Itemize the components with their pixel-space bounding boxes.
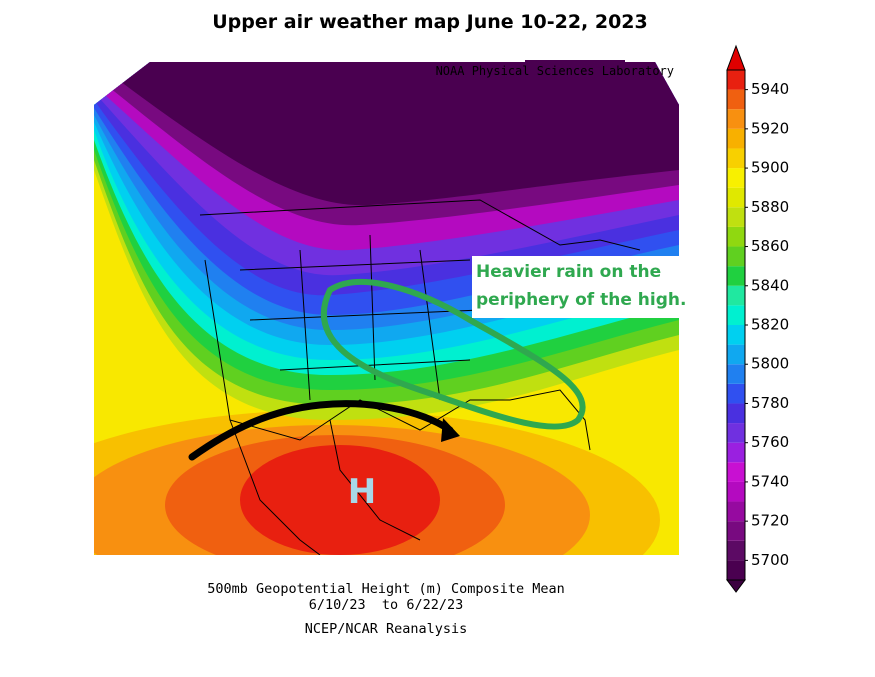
jet-stream-arrow	[188, 400, 454, 461]
colorbar-band	[727, 128, 745, 149]
colorbar-band	[727, 462, 745, 482]
colorbar-band	[727, 423, 745, 443]
source-label: NOAA Physical Sciences Laboratory	[436, 64, 674, 78]
footer-line: 6/10/23 to 6/22/23	[309, 597, 463, 613]
rain-outline	[320, 279, 586, 430]
colorbar-band	[727, 285, 745, 306]
colorbar-tick-label: 5720	[751, 512, 789, 530]
colorbar-band	[727, 481, 745, 502]
colorbar-band	[727, 109, 745, 129]
colorbar-band	[727, 501, 745, 522]
colorbar-band	[727, 187, 745, 208]
colorbar-tick-label: 5900	[751, 159, 789, 177]
colorbar-band	[727, 70, 745, 90]
title: Upper air weather map June 10-22, 2023	[212, 11, 648, 33]
annotation-line: periphery of the high.	[476, 290, 686, 310]
colorbar-band	[727, 403, 745, 424]
colorbar-band	[727, 560, 745, 580]
colorbar-band	[727, 207, 745, 227]
colorbar-tick-label: 5780	[751, 394, 789, 412]
colorbar-tick-label: 5820	[751, 316, 789, 334]
colorbar-tick-label: 5760	[751, 433, 789, 451]
colorbar-band	[727, 148, 745, 169]
colorbar-tick-label: 5920	[751, 119, 789, 137]
colorbar-band	[727, 89, 745, 110]
colorbar-band	[727, 246, 745, 267]
colorbar-tick-label: 5740	[751, 472, 789, 490]
colorbar-band	[727, 442, 745, 463]
footer-line: 500mb Geopotential Height (m) Composite …	[207, 581, 565, 597]
colorbar-band	[727, 540, 745, 561]
colorbar-tick-label: 5700	[751, 551, 789, 569]
colorbar-bottom-arrow	[726, 579, 746, 593]
colorbar-band	[727, 305, 745, 325]
colorbar-band	[727, 168, 745, 188]
footer-line: NCEP/NCAR Reanalysis	[305, 621, 468, 637]
colorbar-band	[727, 344, 745, 365]
height-field	[94, 62, 679, 555]
colorbar-tick-label: 5860	[751, 237, 789, 255]
high-label: H	[348, 472, 376, 512]
colorbar-band	[727, 383, 745, 404]
colorbar-tick-label: 5880	[751, 198, 789, 216]
colorbar-band	[727, 226, 745, 247]
arrow-head	[441, 418, 460, 442]
colorbar-band	[727, 521, 745, 541]
colorbar-band	[727, 325, 745, 345]
colorbar-tick-label: 5840	[751, 276, 789, 294]
colorbar-tick-label: 5940	[751, 80, 789, 98]
annotation-line: Heavier rain on the	[476, 262, 661, 282]
colorbar-tick-label: 5800	[751, 355, 789, 373]
borders	[199, 199, 641, 555]
colorbar-top-arrow	[726, 44, 746, 71]
colorbar-band	[727, 364, 745, 384]
colorbar-band	[727, 266, 745, 286]
colorbar: 5700 5720 5740 5760 5780 5800 5820 5840 5860 5880…	[726, 44, 789, 593]
annotation-box	[472, 256, 680, 318]
